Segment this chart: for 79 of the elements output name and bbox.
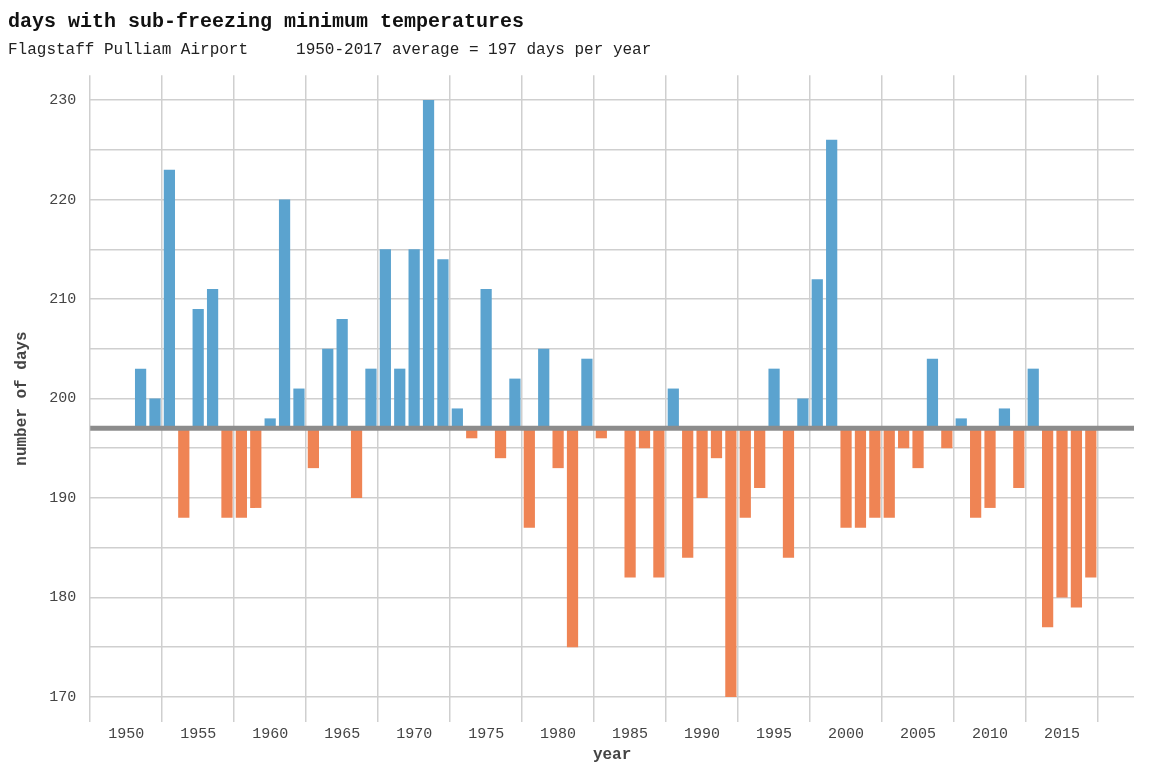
x-tick-label: 1975 [468, 725, 505, 743]
bar [192, 308, 204, 429]
y-tick-label: 180 [49, 589, 77, 607]
bar [696, 428, 708, 498]
bar [408, 249, 420, 429]
x-tick-label: 2000 [828, 725, 865, 743]
y-tick-label: 190 [49, 489, 77, 507]
bar [379, 249, 391, 429]
bar [149, 398, 161, 429]
y-tick-label: 210 [49, 290, 77, 308]
bar [984, 428, 996, 508]
chart-subtitle: Flagstaff Pulliam Airport 1950-2017 average = 197 days per year [8, 40, 652, 59]
x-tick-label: 1965 [324, 725, 361, 743]
bar [725, 428, 737, 697]
x-tick-label: 1995 [756, 725, 793, 743]
bar [811, 279, 823, 429]
bar [336, 318, 348, 429]
bar [1056, 428, 1068, 598]
bar [581, 358, 593, 429]
bar [768, 368, 780, 429]
bar [538, 348, 550, 429]
x-tick-label: 2010 [972, 725, 1009, 743]
bar [221, 428, 233, 518]
bar [566, 428, 579, 648]
y-tick-label: 230 [49, 92, 77, 110]
x-tick-label: 1980 [540, 725, 577, 743]
bar [250, 428, 262, 508]
bar [235, 428, 247, 518]
bar [970, 428, 982, 518]
x-tick-label: 1955 [180, 725, 217, 743]
bar [293, 388, 305, 429]
y-axis-title: number of days [12, 331, 31, 466]
bar [782, 428, 795, 558]
bar [1013, 428, 1025, 489]
x-tick-label: 1950 [108, 725, 145, 743]
bar [869, 428, 881, 518]
x-tick-label: 1960 [252, 725, 289, 743]
bar [509, 378, 521, 429]
bar [1027, 368, 1039, 429]
x-tick-label: 1990 [684, 725, 721, 743]
x-tick-label: 2015 [1044, 725, 1081, 743]
bar [682, 428, 694, 558]
y-tick-label: 220 [49, 191, 77, 209]
bar [134, 368, 147, 429]
bar [480, 289, 492, 429]
bar [653, 428, 665, 578]
x-tick-label: 2005 [900, 725, 937, 743]
y-tick-label: 200 [49, 390, 77, 408]
bar [667, 388, 679, 429]
bar [826, 139, 838, 429]
bar [754, 428, 766, 489]
bar [1070, 428, 1083, 608]
bar [1042, 428, 1054, 628]
bar [163, 169, 175, 429]
bar [307, 428, 319, 469]
bar [926, 358, 939, 429]
x-axis-title: year [592, 746, 632, 765]
bar [350, 428, 363, 498]
y-tick-label: 170 [49, 688, 77, 706]
bar [178, 428, 190, 518]
bar [1085, 428, 1097, 578]
bar [624, 428, 636, 578]
bar [523, 428, 535, 528]
bar [278, 199, 291, 429]
bar [912, 428, 924, 469]
chart-title: days with sub-freezing minimum temperatures [8, 10, 525, 34]
x-tick-label: 1985 [612, 725, 649, 743]
bar [322, 348, 334, 429]
x-tick-label: 1970 [396, 725, 433, 743]
bar [437, 259, 449, 429]
bar [422, 100, 435, 429]
bar [854, 428, 867, 528]
bar [394, 368, 406, 429]
bar [840, 428, 852, 528]
bar [365, 368, 377, 429]
bar [206, 289, 219, 429]
bar [739, 428, 751, 518]
bar [552, 428, 564, 469]
bar [883, 428, 895, 518]
